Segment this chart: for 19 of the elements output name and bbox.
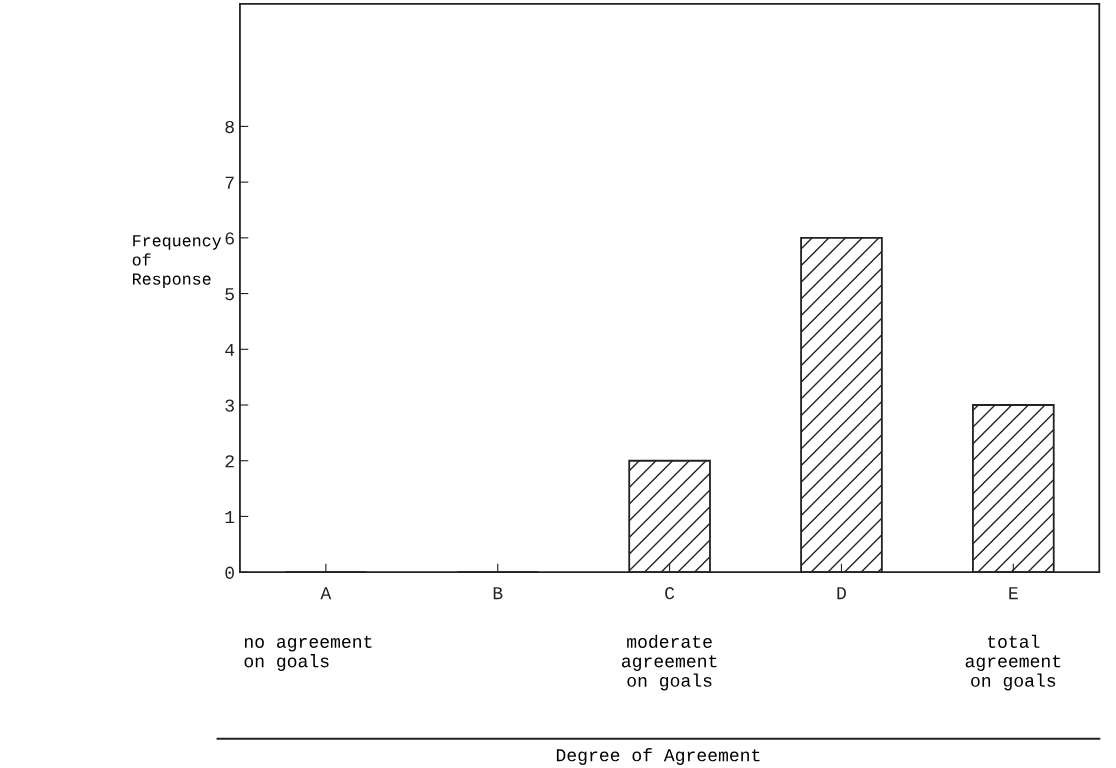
y-tick-label: 7	[225, 176, 234, 189]
y-tick-label: 5	[225, 288, 234, 301]
x-tick-label: C	[665, 587, 675, 600]
y-tick-label: 3	[225, 399, 234, 412]
text: Degree of Agreement	[556, 748, 760, 765]
x-tick-label: B	[493, 587, 503, 600]
text: moderate agreement on goals	[621, 634, 717, 691]
y-tick-label: 1	[225, 511, 235, 523]
x-tick-label: D	[837, 587, 846, 600]
x-tick-label: E	[1009, 587, 1018, 600]
x-tick-label: A	[320, 587, 332, 600]
y-tick-label: 8	[225, 120, 234, 134]
y-tick-label: 2	[225, 455, 234, 468]
text: no agreement on goals	[244, 635, 372, 671]
text: total agreement on goals	[965, 634, 1061, 691]
y-axis-title: Frequency of Response	[132, 235, 222, 289]
y-tick-label: 0	[225, 566, 234, 579]
y-tick-label: 4	[225, 343, 235, 356]
y-tick-label: 6	[225, 232, 234, 245]
